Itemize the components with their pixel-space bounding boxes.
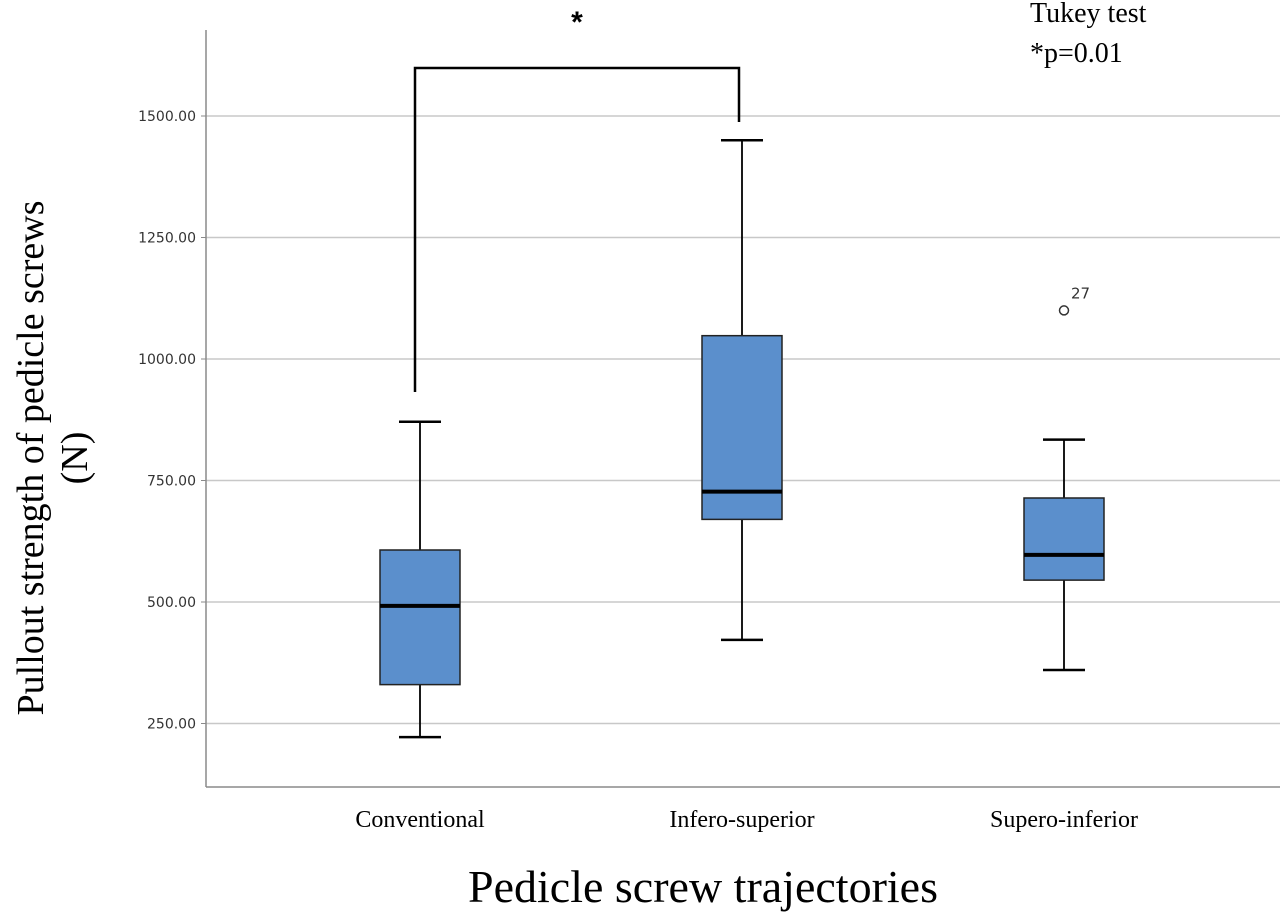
box-infero-superior: [701, 139, 783, 642]
x-axis-title: Pedicle screw trajectories: [468, 861, 938, 912]
y-axis-title-continued: (N): [54, 432, 96, 485]
outlier-label: 27: [1071, 284, 1090, 302]
box-iqr: [701, 334, 783, 521]
y-tick-label: 1250.00: [138, 231, 196, 247]
p-value-note: *p=0.01: [1030, 38, 1123, 69]
y-tick-label: 500.00: [147, 595, 196, 611]
y-tick-label: 1000.00: [138, 352, 196, 368]
y-tick-label: 250.00: [147, 717, 196, 733]
x-tick-label: Conventional: [355, 807, 485, 833]
significance-star: *: [571, 6, 583, 39]
y-tick-label: 750.00: [147, 474, 196, 490]
box-iqr: [1023, 497, 1105, 581]
outlier-point: [1058, 305, 1070, 316]
box-supero-inferior: 27: [1023, 284, 1105, 672]
box-iqr: [379, 549, 461, 686]
y-axis-title: Pullout strength of pedicle screws: [10, 200, 52, 715]
x-tick-label: Infero-superior: [669, 807, 814, 833]
x-tick-label: Supero-inferior: [990, 807, 1138, 833]
y-tick-label: 1500.00: [138, 109, 196, 125]
box-conventional: [379, 420, 461, 739]
test-name-note: Tukey test: [1030, 0, 1147, 29]
significance-bracket: [413, 66, 741, 392]
